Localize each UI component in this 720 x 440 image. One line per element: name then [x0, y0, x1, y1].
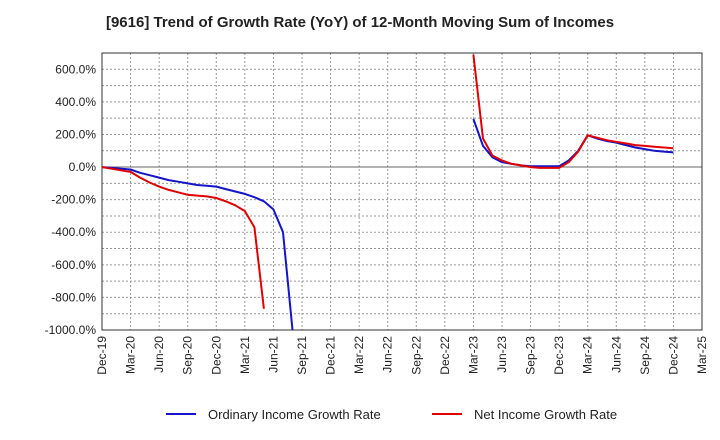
x-tick-label: Mar-22: [352, 336, 366, 374]
legend: Ordinary Income Growth Rate Net Income Gr…: [166, 407, 617, 422]
x-tick-label: Jun-23: [495, 336, 509, 373]
y-tick-label: -200.0%: [51, 193, 96, 207]
series-layer: [102, 54, 674, 330]
x-tick-label: Dec-22: [438, 336, 452, 375]
ordinary-income-growth-rate-line: [102, 166, 294, 330]
axis-layer: 600.0% 400.0% 200.0% 0.0% -200.0% -400.0% -600…: [45, 52, 709, 375]
x-tick-label: Mar-24: [581, 336, 595, 374]
net-income-growth-rate-line: [472, 54, 674, 169]
x-tick-label: Sep-21: [295, 336, 309, 375]
x-tick-label: Sep-22: [409, 336, 423, 375]
x-tick-label: Mar-21: [238, 336, 252, 374]
x-tick-label: Dec-24: [666, 336, 680, 375]
x-tick-label: Mar-23: [466, 336, 480, 374]
x-tick-label: Jun-24: [609, 336, 623, 373]
x-tick-label: Jun-20: [152, 336, 166, 373]
legend-label: Net Income Growth Rate: [474, 407, 617, 422]
x-tick-label: Mar-20: [124, 336, 138, 374]
x-tick-label: Jun-22: [381, 336, 395, 373]
x-tick-label: Dec-20: [209, 336, 223, 375]
x-tick-label: Sep-23: [524, 336, 538, 375]
x-tick-label: Sep-24: [638, 336, 652, 375]
legend-label: Ordinary Income Growth Rate: [208, 407, 381, 422]
grid-layer: [101, 52, 703, 331]
x-tick-label: Sep-20: [181, 336, 195, 375]
x-tick-label: Dec-21: [324, 336, 338, 375]
y-tick-label: 200.0%: [55, 127, 96, 141]
x-tick-label: Dec-19: [95, 336, 109, 375]
x-tick-label: Dec-23: [552, 336, 566, 375]
plot-border: [101, 52, 703, 331]
y-tick-label: 0.0%: [69, 160, 97, 174]
x-tick-label: Mar-25: [695, 336, 709, 374]
y-tick-label: 600.0%: [55, 62, 96, 76]
chart-title: [9616] Trend of Growth Rate (YoY) of 12-…: [105, 14, 615, 31]
plot-area: [102, 53, 702, 330]
y-tick-label: -600.0%: [51, 258, 96, 272]
y-tick-label: -1000.0%: [45, 323, 97, 337]
net-income-growth-rate-line: [102, 166, 265, 309]
y-tick-label: -800.0%: [51, 290, 96, 304]
y-tick-label: 400.0%: [55, 95, 96, 109]
x-tick-label: Jun-21: [266, 336, 280, 373]
y-tick-label: -400.0%: [51, 225, 96, 239]
